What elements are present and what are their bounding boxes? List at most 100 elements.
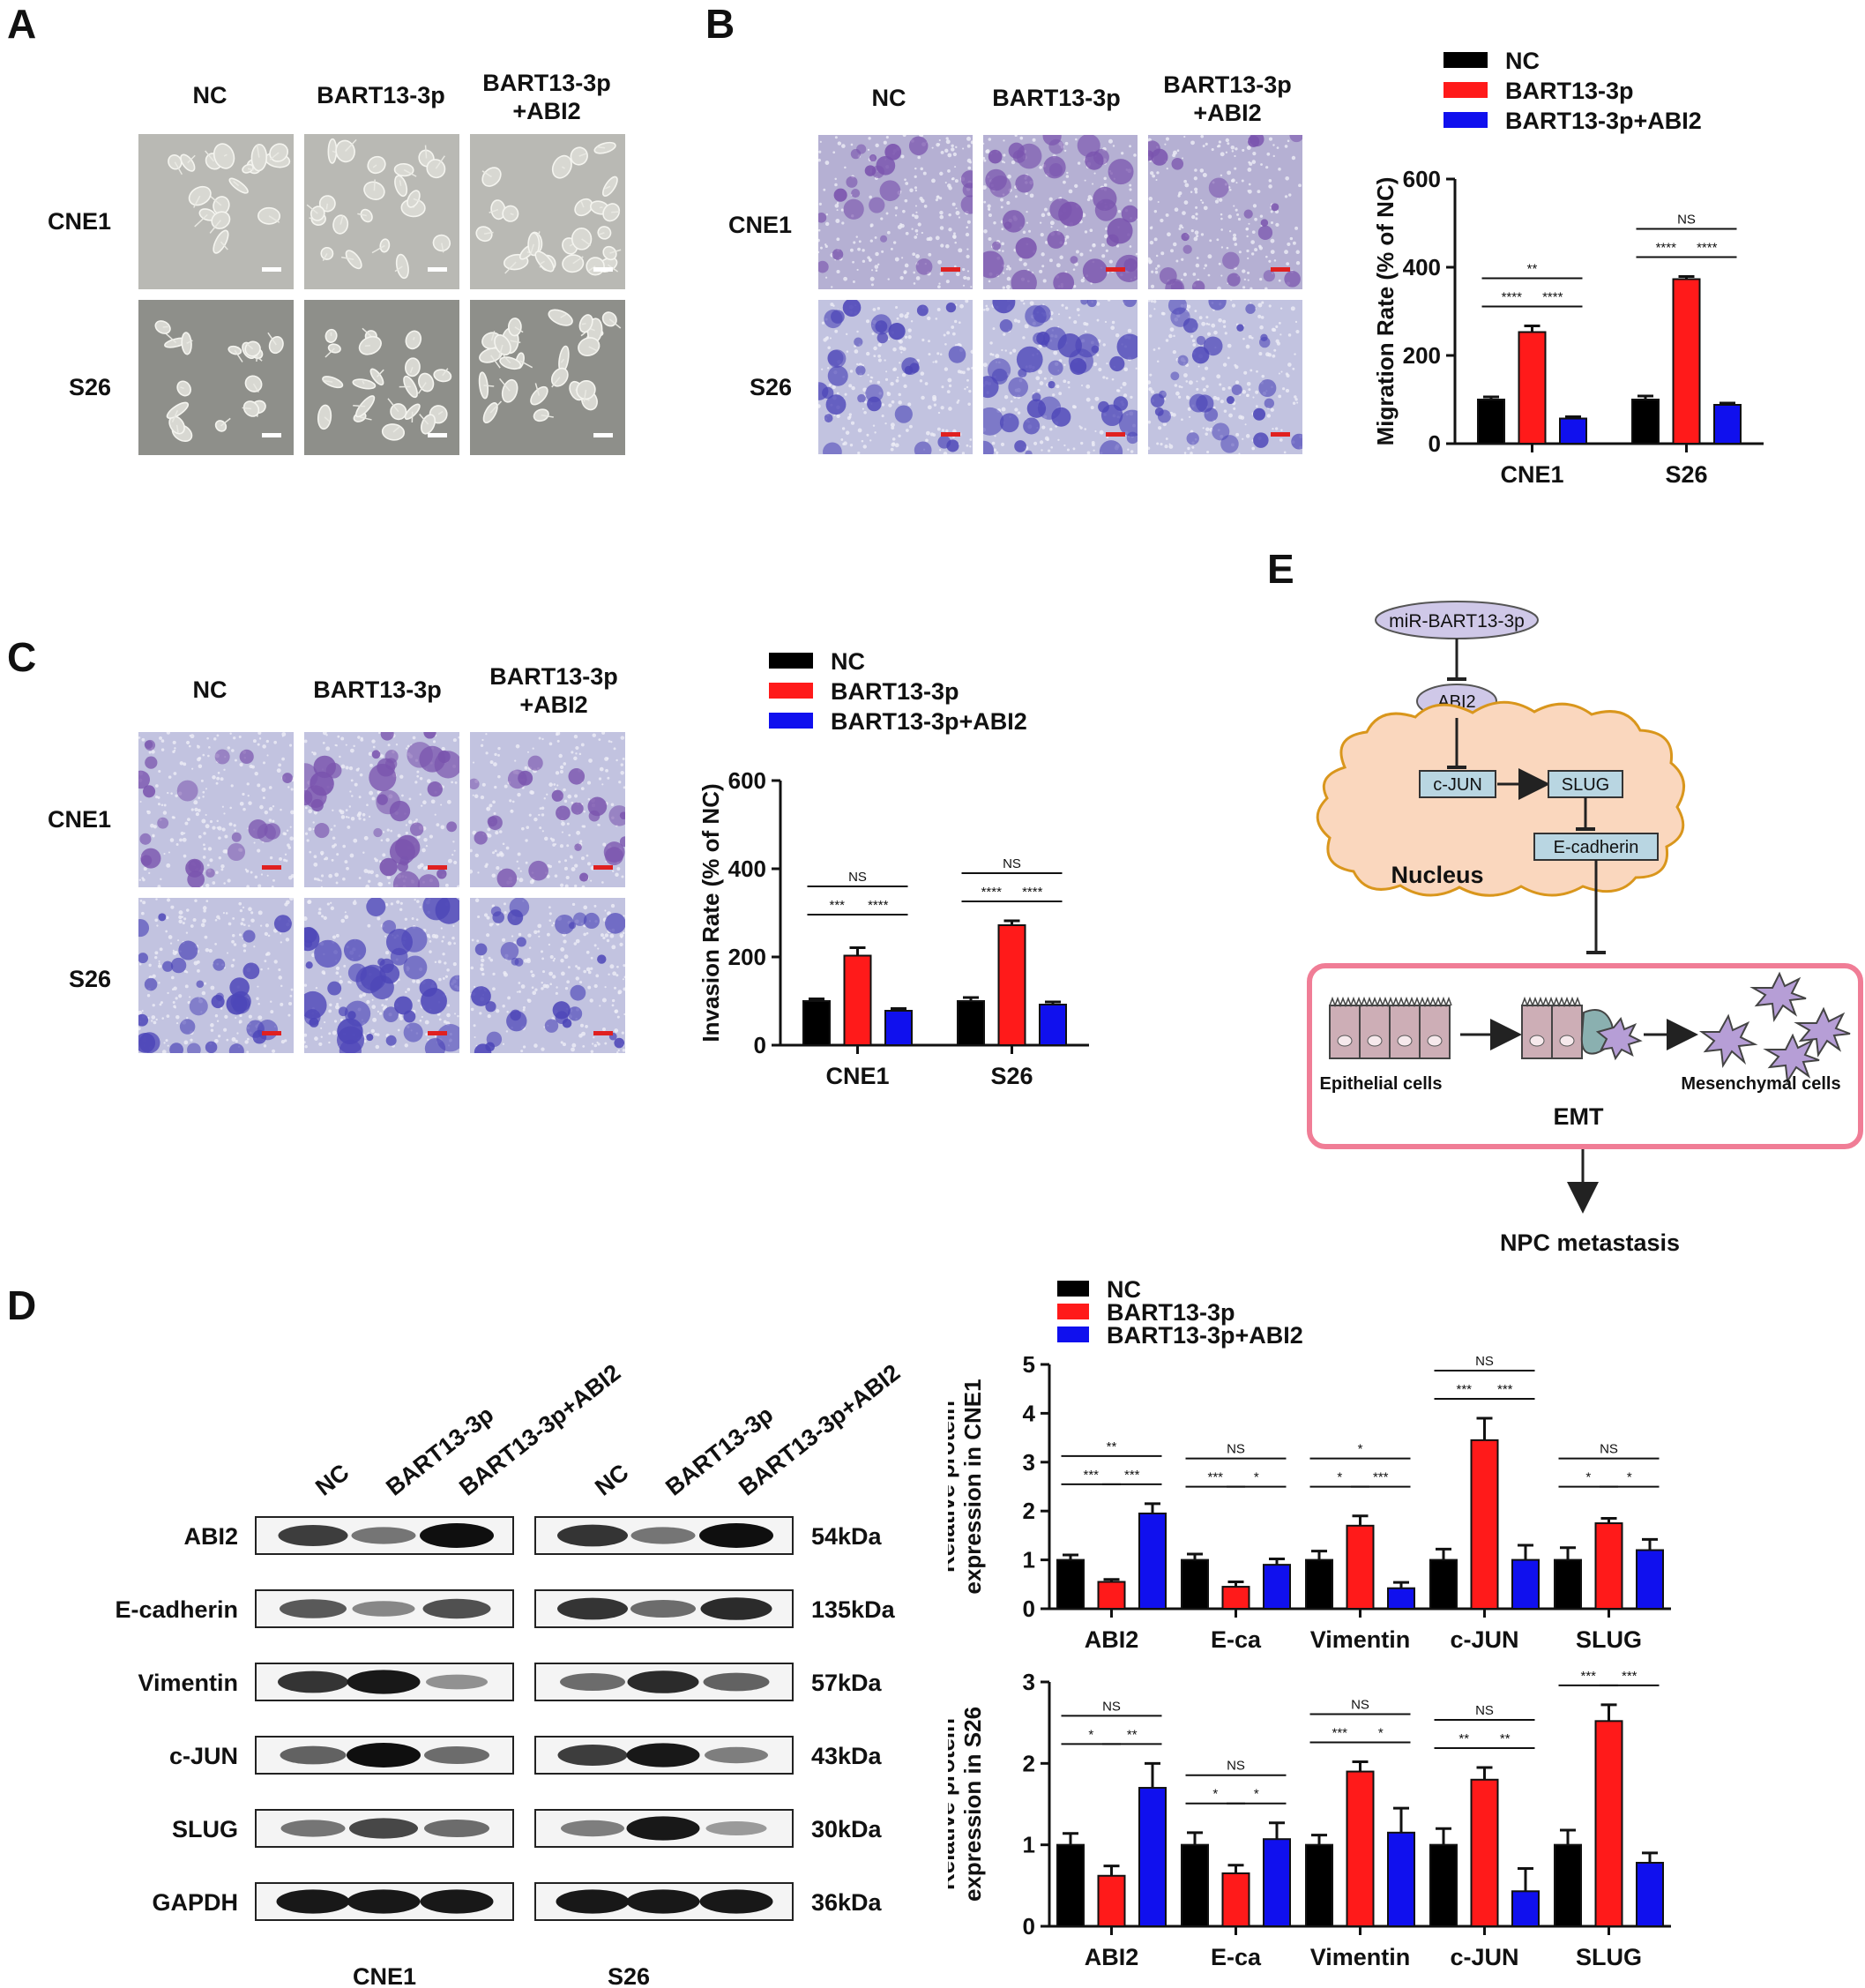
bar	[1672, 278, 1701, 445]
y-tick-label: 1	[1023, 1832, 1035, 1858]
blot-band	[557, 1524, 628, 1547]
cjun-node	[1419, 770, 1496, 798]
y-tick-label: 3	[1023, 1669, 1035, 1695]
scale-bar	[1271, 267, 1290, 272]
blot-band	[700, 1597, 772, 1620]
bar	[1636, 1861, 1664, 1927]
bar	[1554, 1843, 1582, 1928]
row-label-cne1: CNE1	[727, 212, 792, 238]
scale-bar	[1271, 432, 1290, 437]
legend-swatch	[1057, 1327, 1089, 1342]
scale-bar	[262, 433, 281, 437]
bar	[1387, 1831, 1415, 1927]
panel-label-d: D	[7, 1282, 37, 1328]
x-tick-label: E-ca	[1211, 1626, 1262, 1653]
blot-band	[347, 1743, 421, 1768]
cell-line-label: CNE1	[353, 1963, 416, 1988]
protein-label: E-cadherin	[115, 1596, 238, 1623]
micrograph-s26-1	[304, 898, 459, 1053]
x-tick-label: c-JUN	[1450, 1626, 1518, 1653]
bar	[1559, 417, 1587, 445]
y-tick-label: 200	[1403, 342, 1441, 369]
y-tick-label: 600	[1403, 166, 1441, 192]
bar	[1518, 331, 1547, 445]
significance-label: ****	[981, 885, 1003, 900]
y-tick-label: 0	[1429, 430, 1441, 457]
significance-label: **	[1458, 1731, 1469, 1746]
y-tick-label: 200	[728, 944, 766, 970]
x-tick-label: SLUG	[1576, 1944, 1642, 1970]
protein-label: c-JUN	[169, 1743, 238, 1769]
significance-label: ***	[1622, 1669, 1637, 1684]
row-label-s26: S26	[68, 966, 111, 992]
scale-bar	[593, 1031, 613, 1035]
bar	[1631, 399, 1660, 445]
size-label: 135kDa	[811, 1596, 896, 1623]
significance-label: ****	[1542, 290, 1563, 305]
blot-band	[420, 1889, 494, 1914]
bar	[1138, 1787, 1167, 1927]
legend-swatch	[1444, 82, 1488, 98]
size-label: 43kDa	[811, 1743, 883, 1769]
legend-swatch	[1057, 1281, 1089, 1297]
significance-label: ****	[1656, 241, 1677, 256]
micrograph-s26-1	[983, 300, 1138, 454]
micrograph-s26-2	[1148, 300, 1302, 454]
micrograph-s26-2	[470, 898, 625, 1053]
y-tick-label: 5	[1023, 1351, 1035, 1378]
y-tick-label: 1	[1023, 1547, 1035, 1573]
blot-band	[557, 1745, 628, 1766]
legend-label: BART13-3p+ABI2	[1505, 108, 1702, 134]
ecad-node	[1533, 833, 1659, 861]
significance-label: *	[1585, 1470, 1591, 1485]
blot-band	[705, 1746, 768, 1764]
legend-label: NC	[831, 648, 865, 675]
significance-label: *	[1254, 1787, 1259, 1802]
mesenchymal-cells-icon	[1698, 971, 1851, 1084]
significance-label: ***	[1373, 1470, 1389, 1485]
col-label-nc: NC	[871, 85, 906, 111]
blot-band	[276, 1889, 350, 1914]
scale-bar	[941, 267, 960, 272]
blot-band	[280, 1599, 347, 1618]
bar	[1511, 1890, 1540, 1927]
blot-band	[280, 1745, 347, 1765]
bar	[1554, 1558, 1582, 1611]
significance-label: ***	[1332, 1725, 1347, 1740]
protein-cne1-chart: 0 1 2 3 4 5 ABI2 E-ca Vimentin c-JUN SLUG Relative …	[948, 1276, 1671, 1653]
micrograph-cne1-1	[983, 135, 1138, 289]
scale-bar	[428, 267, 447, 272]
micrograph-s26-2	[470, 300, 625, 455]
significance-label: ***	[829, 898, 845, 913]
scale-bar	[262, 1031, 281, 1035]
emt-label: EMT	[1554, 1103, 1605, 1130]
blot-band	[278, 1670, 348, 1693]
mirna-label: miR-BART13-3p	[1389, 611, 1525, 632]
significance-label: ***	[1124, 1468, 1140, 1483]
legend-label: NC	[1107, 1276, 1141, 1303]
bar	[1263, 1838, 1291, 1928]
scale-bar	[593, 267, 613, 272]
scale-bar	[428, 1031, 447, 1035]
significance-label: NS	[848, 870, 867, 885]
transition-cells-icon	[1521, 996, 1643, 1061]
significance-label: **	[1107, 1439, 1117, 1454]
scale-bar	[262, 267, 281, 272]
blot-band	[703, 1672, 770, 1692]
panel-label-a: A	[7, 1, 37, 47]
bar	[1636, 1549, 1664, 1610]
blot-band	[424, 1746, 489, 1764]
blot-band	[626, 1889, 700, 1914]
significance-label: NS	[1227, 1759, 1245, 1774]
bar	[1056, 1558, 1085, 1611]
legend-label: BART13-3p+ABI2	[1107, 1322, 1303, 1349]
x-tick-label: S26	[990, 1063, 1033, 1089]
y-tick-label: 400	[1403, 254, 1441, 280]
significance-label: *	[1088, 1727, 1093, 1742]
scale-bar	[1106, 267, 1125, 272]
protein-s26-chart: 0 1 2 3 ABI2 E-ca Vimentin c-JUN SLUG Relative pr…	[948, 1669, 1671, 1970]
blot-band	[347, 1889, 421, 1914]
bar	[1477, 399, 1505, 445]
significance-label: *	[1212, 1787, 1218, 1802]
protein-label: Vimentin	[138, 1670, 238, 1696]
